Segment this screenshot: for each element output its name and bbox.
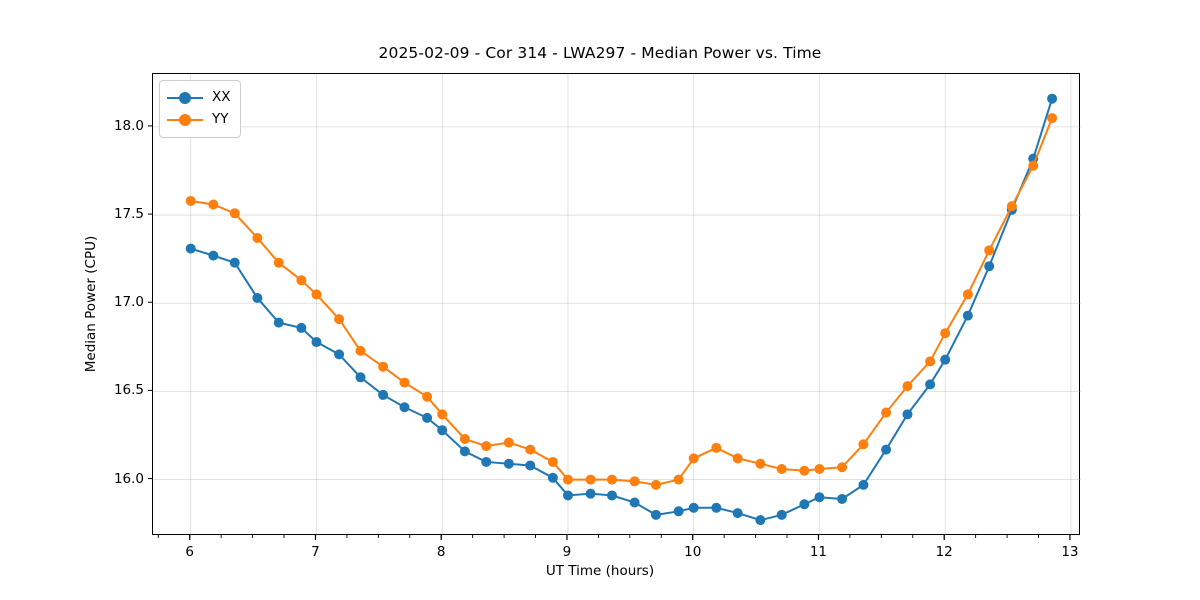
plot-area: [152, 73, 1081, 536]
x-tick-label: 10: [684, 544, 702, 560]
legend-item-xx: XX: [167, 87, 231, 109]
legend-item-yy: YY: [167, 109, 231, 131]
y-tick-label: 18.0: [113, 117, 144, 134]
y-tick-label: 16.0: [113, 470, 144, 487]
chart-legend[interactable]: XX YY: [159, 80, 241, 138]
x-tick-label: 6: [185, 544, 195, 560]
y-axis-label: Median Power (CPU): [83, 235, 99, 373]
x-axis-label: UT Time (hours): [545, 563, 655, 579]
x-tick-label: 13: [1061, 544, 1079, 560]
legend-dot-yy: [179, 114, 191, 126]
legend-label-xx: XX: [212, 89, 231, 106]
legend-dot-xx: [179, 92, 191, 104]
chart-title: 2025-02-09 - Cor 314 - LWA297 - Median P…: [378, 44, 822, 62]
legend-marker-yy: [167, 113, 203, 127]
y-tick-label: 16.5: [113, 382, 144, 399]
legend-label-yy: YY: [212, 111, 229, 128]
series-xx: [185, 93, 1058, 526]
plot-svg: [153, 74, 1081, 536]
x-tick-label: 8: [436, 544, 446, 560]
x-tick-label: 7: [311, 544, 320, 560]
legend-marker-xx: [167, 91, 203, 105]
x-tick-label: 12: [935, 544, 953, 560]
x-tick-label: 9: [562, 544, 572, 560]
x-tick-label: 11: [809, 544, 828, 560]
gridlines: [153, 74, 1081, 536]
y-tick-label: 17.5: [113, 206, 144, 223]
series-yy: [185, 113, 1058, 490]
